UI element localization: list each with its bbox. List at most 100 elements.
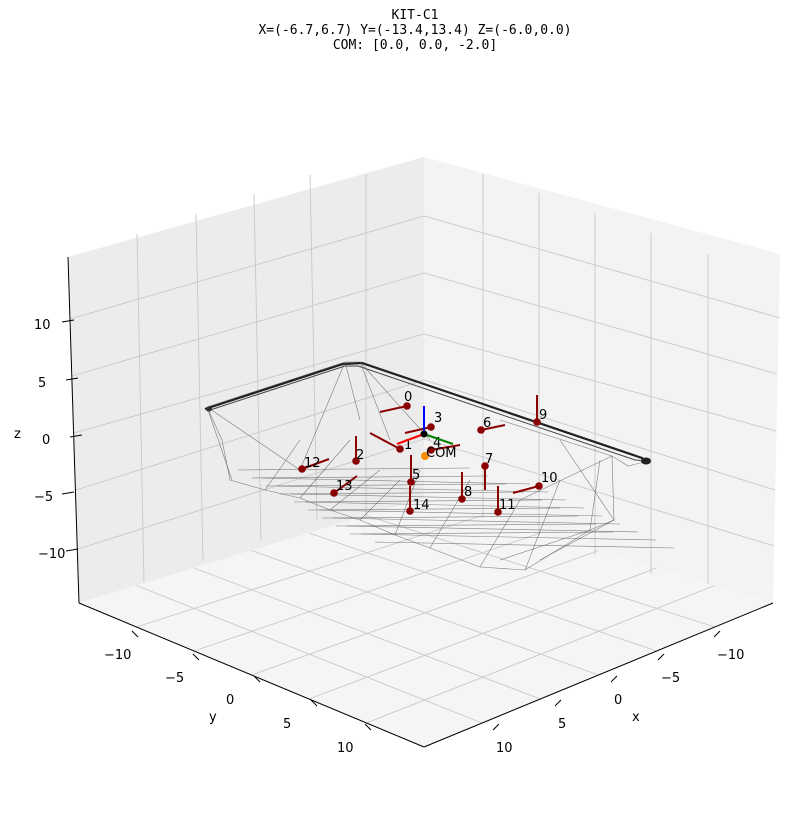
z-tick-label-1: 5 — [38, 376, 46, 391]
mesh-tri-1 — [344, 361, 361, 421]
mesh-tri-10 — [479, 499, 521, 568]
mesh-tri-11 — [429, 479, 471, 549]
mesh-row-15 — [360, 533, 657, 541]
point-stem-4 — [430, 444, 461, 451]
com-axis-y — [423, 433, 454, 445]
x-tick-label-1: 5 — [558, 717, 566, 732]
grid-z-0 — [69, 215, 781, 320]
mesh-row-2 — [251, 475, 489, 479]
com-marker — [421, 452, 429, 460]
y-tick-label-0: −10 — [104, 648, 131, 663]
mesh-tri-15 — [519, 455, 613, 501]
point-marker-13 — [330, 489, 338, 497]
mesh-row-10 — [307, 507, 561, 511]
x-axis-line — [423, 602, 774, 748]
mesh-tri-3 — [206, 406, 301, 471]
mesh-wireframe — [204, 361, 675, 571]
point-label-0: 0 — [404, 390, 412, 405]
grid-z-1 — [71, 272, 778, 377]
com-group: COM — [396, 406, 457, 461]
z-tick-mark-3 — [61, 491, 75, 495]
axes-panes — [68, 157, 780, 747]
point-marker-14 — [406, 507, 414, 515]
point-marker-11 — [494, 508, 502, 516]
mesh-row-13 — [346, 525, 639, 533]
y-tick-label-1: −5 — [165, 671, 184, 686]
point-label-11: 11 — [499, 498, 516, 513]
pane-floor — [79, 498, 773, 747]
z-tick-mark-0 — [61, 319, 75, 323]
point-marker-6 — [477, 426, 485, 434]
point-label-3: 3 — [434, 411, 442, 426]
mesh-tri-16 — [539, 519, 615, 561]
mesh-row-7 — [304, 501, 585, 509]
z-tick-label-0: 10 — [34, 318, 51, 333]
mesh-row-12 — [321, 515, 579, 519]
point-stem-1 — [369, 432, 401, 450]
grid-left-v-0 — [136, 233, 145, 583]
mesh-row-16 — [349, 531, 615, 535]
mesh-tri-18 — [299, 439, 351, 499]
point-stem-3 — [404, 426, 432, 434]
point-stem-0 — [379, 405, 408, 413]
x-axis-label: x — [632, 710, 640, 725]
z-tick-label-2: 0 — [42, 433, 50, 448]
y-tick-mark-3 — [310, 699, 318, 707]
point-marker-3 — [427, 423, 435, 431]
z-tick-label-3: −5 — [34, 490, 53, 505]
x-tick-label-3: −5 — [661, 671, 680, 686]
point-stem-13 — [333, 475, 358, 494]
z-tick-label-4: −10 — [38, 547, 65, 562]
point-marker-10 — [535, 482, 543, 490]
mesh-row-9 — [318, 509, 603, 517]
x-tick-mark-3 — [657, 653, 665, 661]
chart-title: KIT-C1 X=(-6.7,6.7) Y=(-13.4,13.4) Z=(-6… — [0, 8, 809, 53]
mesh-tri-9 — [524, 479, 561, 571]
grid-lines — [69, 174, 781, 724]
mesh-row-17 — [374, 541, 675, 549]
mesh-tri-4 — [299, 361, 346, 471]
point-marker-8 — [458, 495, 466, 503]
com-label: COM — [426, 446, 457, 461]
point-label-8: 8 — [464, 485, 472, 500]
z-axis-line — [67, 256, 80, 604]
point-marker-4 — [427, 446, 435, 454]
mesh-tri-5 — [359, 361, 431, 441]
y-tick-label-3: 5 — [283, 717, 291, 732]
z-tick-mark-4 — [65, 548, 79, 552]
point-label-5: 5 — [412, 468, 420, 483]
mesh-tri-2 — [359, 361, 391, 441]
point-marker-2 — [352, 457, 360, 465]
mesh-tri-17 — [499, 529, 591, 561]
point-marker-5 — [407, 478, 415, 486]
point-stem-6 — [480, 424, 506, 431]
mesh-row-0 — [237, 467, 471, 471]
point-stem-10 — [512, 485, 540, 494]
mesh-row-4 — [265, 483, 507, 487]
point-marker-9 — [533, 418, 541, 426]
z-axis-label: z — [14, 427, 21, 442]
y-tick-label-2: 0 — [226, 693, 234, 708]
mesh-rim-end — [641, 457, 651, 465]
x-tick-mark-4 — [713, 630, 721, 638]
point-marker-0 — [403, 402, 411, 410]
com-axis-x — [396, 433, 425, 445]
point-marker-12 — [298, 465, 306, 473]
point-marker-7 — [481, 462, 489, 470]
mesh-tri-6 — [499, 419, 613, 457]
x-tick-mark-1 — [554, 699, 562, 707]
com-origin-marker — [420, 430, 428, 438]
mesh-row-6 — [279, 491, 525, 495]
z-tick-mark-1 — [65, 377, 79, 381]
point-stem-12 — [301, 458, 330, 470]
z-tick-mark-2 — [69, 434, 83, 438]
mesh-row-8 — [293, 499, 543, 503]
point-label-2: 2 — [356, 448, 364, 463]
point-label-6: 6 — [483, 416, 491, 431]
axis-lines — [67, 256, 774, 748]
grid-floor-b-5 — [366, 585, 715, 724]
point-label-13: 13 — [336, 479, 353, 494]
